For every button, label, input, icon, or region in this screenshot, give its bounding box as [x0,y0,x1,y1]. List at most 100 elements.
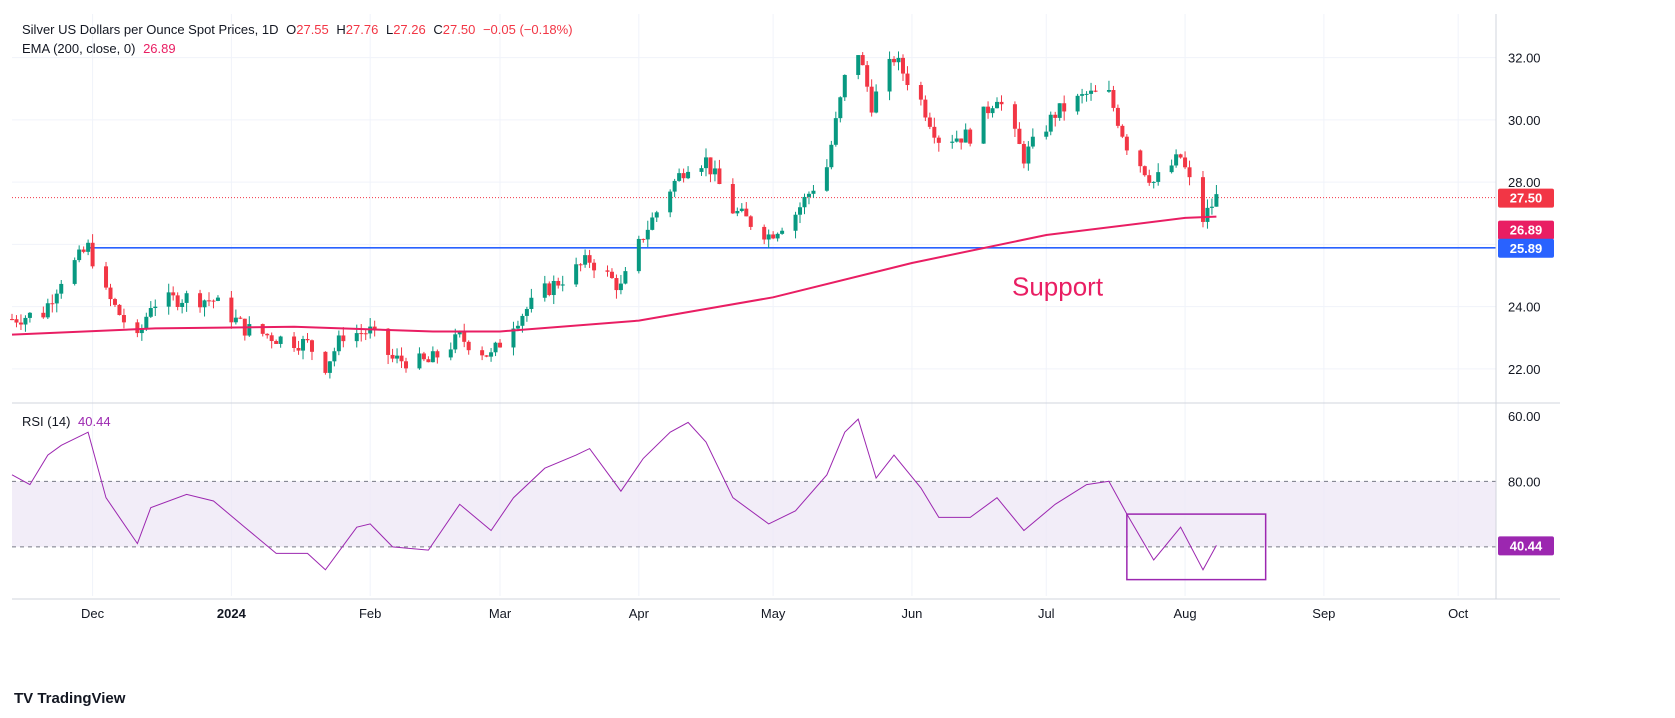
candle-body [524,308,529,316]
candle-body [309,340,314,352]
candle-body [121,315,126,323]
candle-body [41,312,46,318]
time-tick-label: 2024 [217,606,247,621]
candle [981,106,986,144]
candle-body [215,297,220,301]
candle [489,348,494,362]
candle-body [762,226,767,240]
candle-body [592,262,597,271]
candle-body [1021,143,1026,164]
candle-body [703,157,708,169]
candle-body [260,324,265,334]
candle-body [453,334,458,350]
candle [77,245,82,263]
candle [1062,95,1067,121]
candle-body [739,208,744,211]
candle-body [336,335,341,352]
time-tick-label: Aug [1173,606,1196,621]
candle [668,189,673,218]
time-axis: Dec 2024 Feb Mar Apr May Jun Jul Aug Sep Oct [81,606,1469,621]
candle [963,123,968,143]
candle [112,297,117,307]
candle [1120,124,1125,139]
candle [1075,93,1080,115]
candle [529,288,534,313]
candle-body [923,99,928,118]
candle [10,313,14,321]
candle [435,349,440,364]
candle-body [798,207,803,215]
candle [260,323,265,337]
candle [54,289,59,313]
low-value: 27.26 [393,22,426,37]
candle [421,351,426,362]
close-label: C [433,22,443,37]
candle [341,327,346,348]
candle [1044,125,1049,140]
open-label: O [286,22,297,37]
candle [1115,104,1120,129]
candle [842,74,847,101]
candle-body [54,293,59,304]
candle [1030,128,1035,149]
candle-body [932,126,937,138]
ema-value: 26.89 [143,41,176,56]
candle [583,249,588,268]
candle [301,335,306,360]
candle-body [430,351,435,363]
candle-body [108,287,113,300]
candle [153,299,158,317]
candle [865,61,870,92]
candle-body [583,255,588,265]
candle-body [605,270,610,272]
candle [386,328,391,365]
candle [1209,198,1214,215]
candle [1017,122,1022,145]
candle-body [457,332,462,335]
candle [999,95,1004,111]
tradingview-icon: TV [14,690,34,707]
candle [645,220,650,248]
candle [798,202,803,224]
candle-body [712,168,717,175]
candle-body [480,350,485,356]
candle-body [681,173,686,179]
candle-body [233,317,238,323]
candle [27,312,32,323]
candle-body [372,326,377,329]
rsi-value: 40.44 [78,414,111,429]
candle [233,309,238,325]
candle-body [341,335,346,342]
candle-body [1214,194,1219,207]
candle [927,112,932,130]
candle-body [77,249,82,261]
candle-body [395,355,400,359]
candle-body [1044,131,1049,137]
candle-body [184,293,189,303]
candle-body [1200,177,1205,222]
candle-body [247,324,252,336]
candle [1093,85,1098,93]
candle [207,292,212,307]
candle [274,339,279,344]
rsi-value-badge-bg [1498,536,1554,556]
candle-body [936,137,941,143]
change-value: −0.05 (−0.18%) [482,22,573,37]
price-tick-label: 24.00 [1508,300,1541,315]
candle-body [202,300,207,308]
candle-body [1151,181,1156,183]
candle-body [117,304,122,316]
support-price-badge-bg [1498,238,1554,258]
candle-body [1187,167,1192,178]
candle-body [1084,93,1089,95]
candle-body [869,86,874,113]
candle-body [148,308,153,317]
candle-body [654,212,659,218]
candle [636,235,641,274]
candle [323,351,328,375]
candle [766,229,771,249]
candle [712,160,717,182]
candle [1151,181,1156,189]
candle-body [278,336,283,344]
candle-body [1183,157,1188,168]
